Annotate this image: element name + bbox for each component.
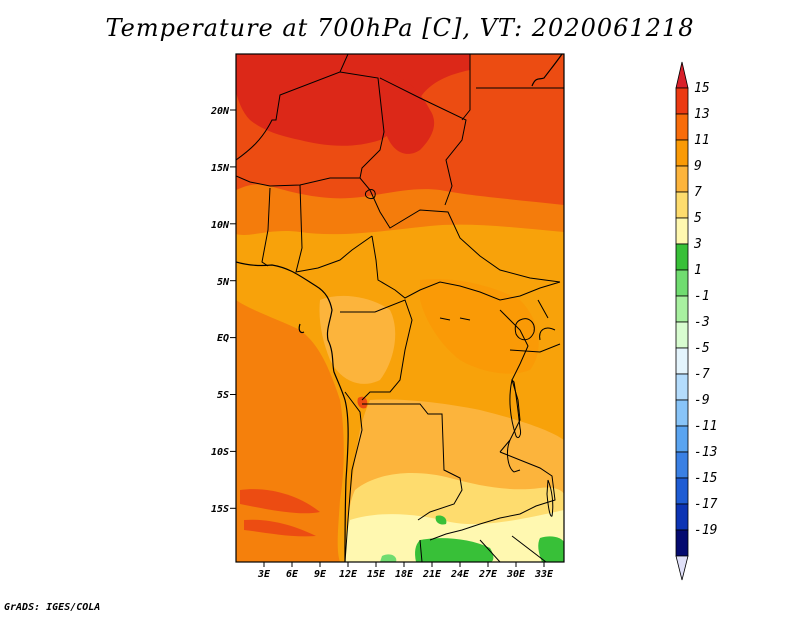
field-7-9-congo (319, 295, 396, 384)
cb-label-m1: -1 (694, 289, 710, 304)
colorbar-labels: 15 13 11 9 7 5 3 1 -1 -3 -5 -7 -9 -11 -1… (693, 81, 718, 538)
cb-label-1: 1 (694, 263, 702, 278)
colorbar (675, 61, 689, 581)
cb-label-3: 3 (693, 237, 702, 252)
colorbar-swatch (675, 165, 689, 193)
chart-title: Temperature at 700hPa [C], VT: 202006121… (105, 14, 695, 42)
colorbar-swatch (675, 191, 689, 219)
colorbar-swatch (675, 269, 689, 297)
cb-label-m9: -9 (694, 393, 710, 408)
colorbar-swatch (675, 139, 689, 167)
lat-label-5n: 5N (217, 277, 230, 288)
field-1-3-b (538, 536, 564, 562)
lat-label-eq: EQ (217, 333, 229, 344)
colorbar-swatch (675, 87, 689, 115)
lon-label-12e: 12E (339, 569, 358, 580)
colorbar-swatch (675, 347, 689, 375)
lat-label-15n: 15N (211, 163, 230, 174)
field-above-15-west (236, 54, 470, 146)
lat-label-20n: 20N (210, 106, 230, 117)
colorbar-top-arrow (675, 61, 689, 89)
field-1-3-a (415, 538, 494, 562)
country-borders (236, 54, 564, 562)
lon-label-6e: 6E (286, 569, 299, 580)
cb-label-5: 5 (694, 211, 702, 226)
colorbar-swatch (675, 477, 689, 505)
temperature-field (236, 54, 564, 562)
field-streak-1 (240, 489, 320, 514)
lon-label-9e: 9E (314, 569, 327, 580)
lat-label-15s: 15S (211, 504, 229, 515)
lon-label-3e: 3E (257, 569, 271, 580)
cb-label-m5: -5 (694, 341, 710, 356)
colorbar-swatch (675, 295, 689, 323)
colorbar-swatch (675, 243, 689, 271)
lakes (365, 189, 554, 517)
cb-label-m19: -19 (694, 523, 717, 538)
cb-label-m13: -13 (694, 445, 717, 460)
colorbar-swatch (675, 373, 689, 401)
cb-label-m17: -17 (694, 497, 718, 512)
software-credit: GrADS: IGES/COLA (4, 602, 101, 613)
lon-label-27e: 27E (478, 569, 498, 580)
colorbar-swatch (675, 399, 689, 427)
lon-label-15e: 15E (367, 569, 386, 580)
field-3-5 (345, 510, 564, 562)
cb-label-11: 11 (694, 133, 710, 148)
cb-label-9: 9 (694, 159, 702, 174)
lat-label-10n: 10N (211, 220, 230, 231)
cb-label-15: 15 (694, 81, 710, 96)
colorbar-swatch (675, 321, 689, 349)
cb-label-7: 7 (694, 185, 702, 200)
lat-tick-marks (230, 109, 236, 509)
colorbar-swatch (675, 503, 689, 531)
colorbar-swatch (675, 425, 689, 453)
field-above-15-east (379, 70, 435, 154)
cb-label-m7: -7 (694, 367, 710, 382)
field-9-11-central (420, 278, 539, 374)
coastline (236, 54, 563, 562)
field-1-3-d (380, 554, 397, 562)
lon-tick-marks (263, 562, 545, 567)
colorbar-swatch (675, 113, 689, 141)
lon-label-18e: 18E (395, 569, 414, 580)
lon-label-30e: 30E (506, 569, 526, 580)
colorbar-swatch (675, 451, 689, 479)
lon-label-24e: 24E (450, 569, 470, 580)
field-streak-2 (244, 519, 316, 537)
cb-label-m15: -15 (694, 471, 718, 486)
map-frame (235, 53, 565, 563)
lat-label-10s: 10S (211, 447, 229, 458)
field-spot (357, 396, 368, 409)
colorbar-swatch (675, 217, 689, 245)
colorbar-swatch (675, 529, 689, 557)
lon-label-21e: 21E (422, 569, 442, 580)
lon-label-33e: 33E (534, 569, 554, 580)
cb-label-13: 13 (694, 107, 710, 122)
cb-label-m11: -11 (694, 419, 717, 434)
cb-label-m3: -3 (694, 315, 710, 330)
lat-label-5s: 5S (217, 390, 229, 401)
field-1-3-c (435, 515, 447, 525)
colorbar-bottom-arrow (675, 555, 689, 581)
